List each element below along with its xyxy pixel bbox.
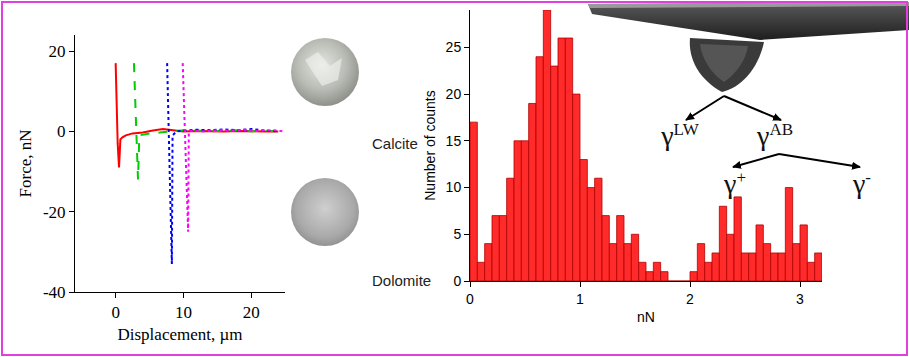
html-text:γ-: γ- [853,167,871,200]
html-text:γ+: γ+ [724,167,746,200]
svg-text:0: 0 [57,122,66,141]
svg-text:20: 20 [243,303,260,322]
svg-text:Force, nN: Force, nN [16,130,35,198]
svg-text:0: 0 [111,303,120,322]
html-text:γLW: γLW [661,119,699,152]
svg-text:3: 3 [796,291,804,307]
svg-text:15: 15 [446,133,462,149]
svg-text:10: 10 [446,179,462,195]
svg-text:25: 25 [446,39,462,55]
svg-text:20: 20 [49,42,66,61]
svg-text:1: 1 [576,291,584,307]
svg-text:nN: nN [637,309,655,325]
svg-text:10: 10 [175,303,192,322]
svg-text:0: 0 [466,291,474,307]
svg-text:20: 20 [446,86,462,102]
svg-text:-40: -40 [43,283,66,302]
svg-text:5: 5 [453,226,461,242]
svg-text:2: 2 [686,291,694,307]
svg-text:Number of counts: Number of counts [422,90,438,201]
html-text:γAB: γAB [757,119,793,152]
html-text:Calcite: Calcite [372,135,418,152]
html-text:Dolomite: Dolomite [372,272,432,289]
svg-text:Displacement, µm: Displacement, µm [118,325,243,344]
svg-text:-20: -20 [43,203,66,222]
svg-text:0: 0 [453,273,461,289]
